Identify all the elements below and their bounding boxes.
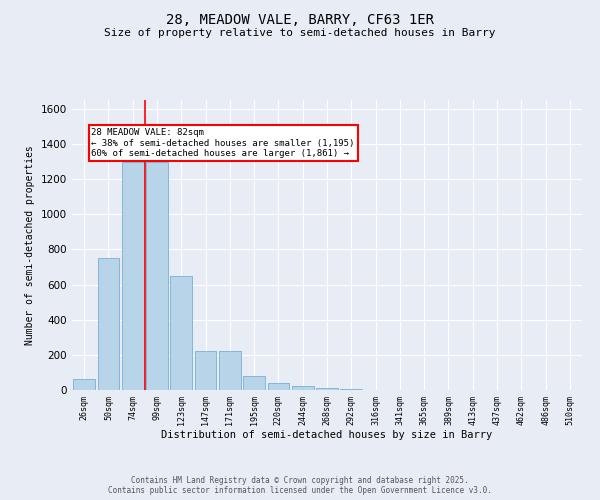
Bar bbox=[340, 389, 362, 390]
Bar bbox=[194, 352, 217, 390]
Text: Contains HM Land Registry data © Crown copyright and database right 2025.
Contai: Contains HM Land Registry data © Crown c… bbox=[108, 476, 492, 495]
Bar bbox=[316, 388, 338, 390]
Y-axis label: Number of semi-detached properties: Number of semi-detached properties bbox=[25, 145, 35, 345]
Bar bbox=[97, 258, 119, 390]
Bar bbox=[243, 376, 265, 390]
X-axis label: Distribution of semi-detached houses by size in Barry: Distribution of semi-detached houses by … bbox=[161, 430, 493, 440]
Text: 28, MEADOW VALE, BARRY, CF63 1ER: 28, MEADOW VALE, BARRY, CF63 1ER bbox=[166, 12, 434, 26]
Bar bbox=[292, 386, 314, 390]
Bar bbox=[73, 380, 95, 390]
Bar bbox=[268, 383, 289, 390]
Text: 28 MEADOW VALE: 82sqm
← 38% of semi-detached houses are smaller (1,195)
60% of s: 28 MEADOW VALE: 82sqm ← 38% of semi-deta… bbox=[91, 128, 355, 158]
Bar bbox=[170, 276, 192, 390]
Bar bbox=[146, 162, 168, 390]
Bar bbox=[219, 352, 241, 390]
Text: Size of property relative to semi-detached houses in Barry: Size of property relative to semi-detach… bbox=[104, 28, 496, 38]
Bar bbox=[122, 162, 143, 390]
